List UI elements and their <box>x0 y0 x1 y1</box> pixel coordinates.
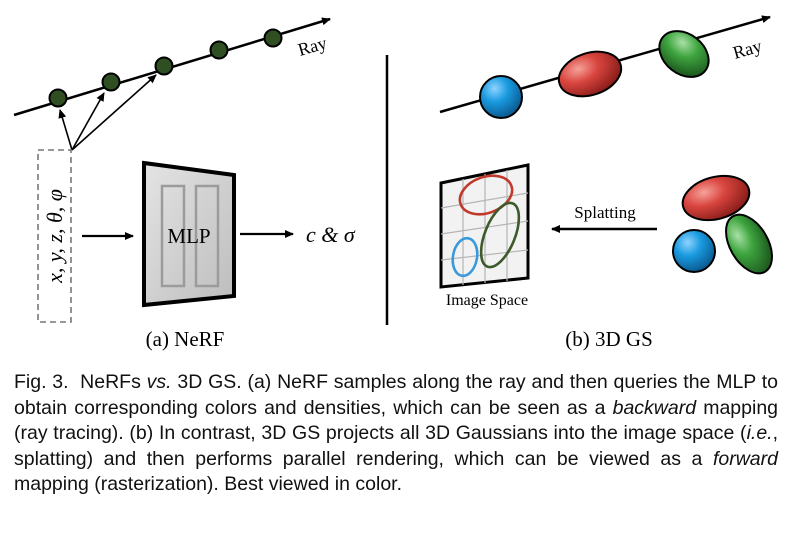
nerf-sample-point <box>209 40 229 60</box>
caption-text-italic: backward <box>612 396 697 419</box>
caption-text-italic: vs. <box>146 371 172 393</box>
gaussian-blue <box>479 75 523 119</box>
figure-diagram: Ray x, y, z, θ, φ MLP c & σ (a) NeRF <box>13 15 773 351</box>
gaussian-green <box>725 213 773 275</box>
caption-text-italic: i.e. <box>746 422 773 445</box>
figure-caption: Fig. 3. NeRFs vs. 3D GS. (a) NeRF sample… <box>14 370 778 498</box>
mlp-label: MLP <box>167 224 210 248</box>
image-space-label: Image Space <box>446 292 528 309</box>
projected-ellipse-green <box>479 201 521 269</box>
gs-panel: Ray Image Space Splatting (b) 3D GS <box>439 15 773 351</box>
caption-text: mapping (ray tracing). (b) In contrast, … <box>14 396 779 445</box>
gs-ray-label: Ray <box>731 36 764 63</box>
gaussian-red <box>681 174 751 222</box>
gaussian-green <box>658 30 710 78</box>
caption-fig-label: Fig. 3. <box>14 371 69 393</box>
nerf-input-box <box>37 149 72 323</box>
nerf-sample-point <box>48 88 68 108</box>
gaussian-red <box>557 50 623 98</box>
caption-text: , splatting) and then performs parallel … <box>14 422 778 470</box>
caption-text: 3D GS. (a) NeRF samples along the ray an… <box>14 371 778 419</box>
sample-arrow <box>71 74 157 151</box>
nerf-sample-point <box>263 28 283 48</box>
gs-panel-caption: (b) 3D GS <box>565 327 653 351</box>
nerf-sample-point <box>101 72 121 92</box>
sample-arrow <box>71 92 105 151</box>
nerf-panel: Ray x, y, z, θ, φ MLP c & σ (a) NeRF <box>13 17 356 351</box>
nerf-sample-point <box>154 56 174 76</box>
mlp-block: MLP <box>142 160 236 308</box>
nerf-output-label: c & σ <box>306 222 356 247</box>
projected-ellipse-blue <box>451 236 479 278</box>
nerf-input-label: x, y, z, θ, φ <box>42 189 67 284</box>
gaussian-blue <box>672 229 716 273</box>
sample-arrow <box>58 109 73 151</box>
projected-ellipse-red <box>458 174 514 216</box>
caption-text: NeRFs <box>80 371 141 393</box>
caption-text-italic: forward <box>712 447 778 470</box>
splatting-label: Splatting <box>574 203 636 222</box>
nerf-panel-caption: (a) NeRF <box>146 327 225 351</box>
nerf-ray-label: Ray <box>296 33 329 60</box>
caption-text: mapping (rasterization). Best viewed in … <box>14 473 403 496</box>
